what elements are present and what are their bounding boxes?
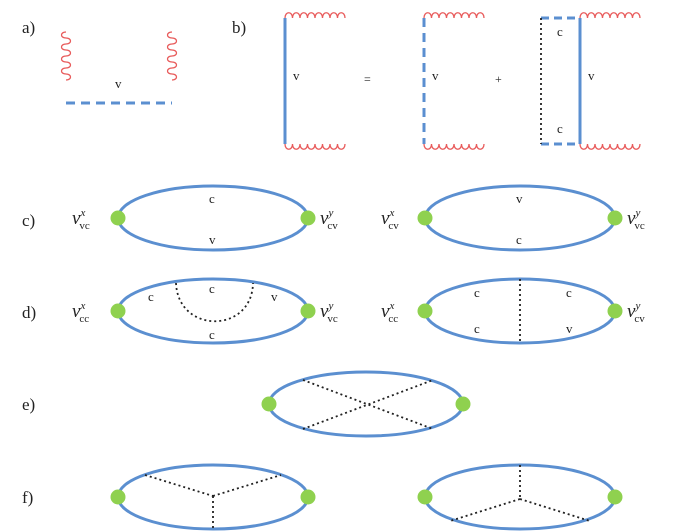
diagram-f-left [110, 463, 316, 531]
diagram-b-term2: c c v [540, 12, 641, 150]
vertex-right [607, 489, 623, 505]
vertex-left [110, 210, 126, 226]
dotted-line-right [519, 498, 591, 522]
vertex-label-right: vy vc [627, 207, 645, 232]
diagram-b-term1: v [422, 12, 485, 150]
label-v: v [432, 68, 439, 83]
gluon-bottom [423, 143, 485, 150]
diagram-c-right: v c vx cv vy vc [381, 184, 645, 252]
panel-label-d: d) [22, 303, 36, 322]
vertex-label-left: vx cv [381, 207, 399, 232]
gluon-top [423, 12, 485, 19]
vertex-right [607, 303, 623, 319]
label-v: v [115, 76, 122, 91]
vertex-label-right: vy cv [320, 207, 338, 232]
gluon-left [60, 31, 72, 81]
dotted-line-left [144, 474, 214, 497]
label-c-top: c [557, 24, 563, 39]
equals-sign: = [364, 72, 371, 86]
vertex-left [110, 303, 126, 319]
gluon-bottom [284, 143, 346, 150]
gluon-top [579, 12, 641, 19]
vertex-right [455, 396, 471, 412]
diagram-a: v [60, 31, 178, 105]
vertex-right [607, 210, 623, 226]
label-top-left: c [474, 285, 480, 300]
dotted-interaction-line-2 [302, 379, 434, 430]
label-bottom-left: c [474, 321, 480, 336]
plus-sign: + [495, 72, 502, 86]
gluon-bottom [579, 143, 641, 150]
label-top-right: c [566, 285, 572, 300]
panel-label-e: e) [22, 395, 35, 414]
label-top: c [209, 191, 215, 206]
vertex-label-left: vx cc [381, 300, 398, 325]
vertex-label-right: vy cv [627, 300, 645, 325]
gluon-right [166, 31, 178, 81]
label-v: v [293, 68, 300, 83]
label-bottom: c [516, 232, 522, 247]
panel-label-a: a) [22, 18, 35, 37]
diagram-f-right [417, 463, 623, 531]
vertex-left [417, 489, 433, 505]
dotted-interaction-line-1 [302, 379, 434, 430]
diagram-d-left: c c v c vx cc vy vc [72, 277, 338, 345]
diagram-e [261, 370, 471, 438]
gluon-top [284, 12, 346, 19]
label-top-right: v [271, 289, 278, 304]
fermion-loop [267, 370, 465, 438]
panel-label-f: f) [22, 488, 33, 507]
dotted-line-right [212, 474, 282, 497]
dotted-line-left [449, 498, 521, 522]
label-bottom-right: v [566, 321, 573, 336]
vertex-right [300, 303, 316, 319]
panel-label-b: b) [232, 18, 246, 37]
vertex-label-left: vx cc [72, 300, 89, 325]
vertex-left [261, 396, 277, 412]
diagram-c-left: c v vx vc vy cv [72, 184, 338, 252]
vertex-right [300, 210, 316, 226]
vertex-right [300, 489, 316, 505]
vertex-left [417, 210, 433, 226]
label-top: v [516, 191, 523, 206]
label-c-bottom: c [557, 121, 563, 136]
label-top-left: c [148, 289, 154, 304]
vertex-label-right: vy vc [320, 300, 338, 325]
vertex-label-left: vx vc [72, 207, 90, 232]
label-bottom: v [209, 232, 216, 247]
vertex-left [110, 489, 126, 505]
diagram-b-lhs: v [283, 12, 346, 150]
label-bottom: c [209, 327, 215, 342]
panel-label-c: c) [22, 211, 35, 230]
diagram-d-right: c c c v vx cc vy cv [381, 277, 645, 345]
dotted-interaction-arc [175, 282, 254, 323]
label-top-center: c [209, 281, 215, 296]
vertex-left [417, 303, 433, 319]
label-v: v [588, 68, 595, 83]
